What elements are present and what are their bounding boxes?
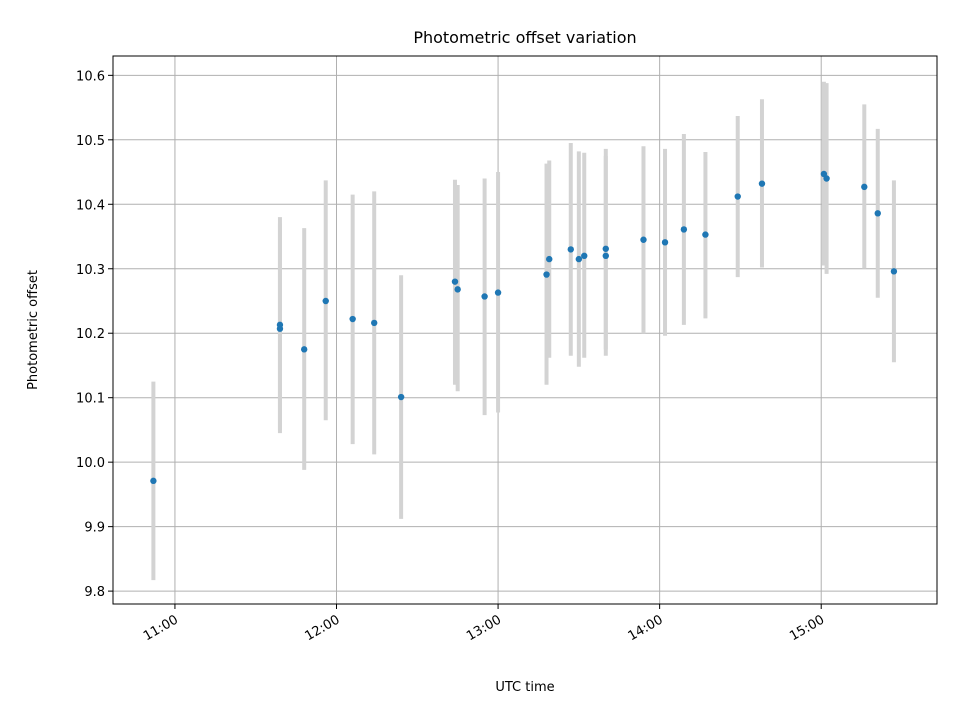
data-point	[371, 319, 378, 327]
x-axis-label: UTC time	[495, 680, 554, 695]
y-tick-label: 10.3	[76, 263, 105, 278]
axes-frame	[112, 55, 938, 605]
data-point	[661, 239, 669, 246]
data-point	[494, 289, 502, 296]
data-point	[702, 231, 709, 238]
data-point	[890, 268, 898, 275]
data-point	[454, 286, 461, 293]
data-point	[546, 255, 553, 263]
data-point	[602, 252, 609, 260]
data-point	[481, 293, 488, 300]
grid	[113, 56, 937, 604]
data-point	[397, 393, 405, 401]
data-point	[823, 175, 830, 182]
y-tick-label: 10.4	[76, 198, 105, 213]
chart-title: Photometric offset variation	[413, 28, 636, 47]
data-point	[861, 183, 868, 191]
data-point	[543, 271, 550, 278]
data-point	[322, 297, 329, 305]
y-tick-label: 9.8	[84, 585, 105, 600]
y-tick-label: 10.6	[76, 69, 105, 84]
data-point	[567, 246, 574, 253]
data-point	[581, 252, 588, 260]
data-points	[150, 170, 898, 485]
data-point	[276, 325, 284, 332]
data-point	[150, 477, 157, 485]
y-tick-label: 10.2	[76, 327, 105, 342]
data-point	[640, 236, 647, 243]
data-point	[300, 346, 308, 353]
data-point	[451, 278, 459, 285]
data-point	[734, 193, 741, 200]
data-point	[758, 180, 766, 187]
data-point	[874, 210, 881, 217]
data-point	[349, 315, 356, 323]
y-axis-label: Photometric offset	[26, 270, 41, 390]
y-tick-label: 10.5	[76, 134, 105, 149]
y-axis-ticks: 9.8 9.9 10.0 10.1 10.2 10.3 10.4 10.5 10.6	[76, 69, 113, 600]
data-point	[575, 255, 583, 263]
y-tick-label: 10.1	[76, 392, 105, 407]
data-point	[602, 245, 609, 252]
y-tick-label: 9.9	[84, 521, 105, 536]
data-point	[680, 226, 688, 233]
y-tick-label: 10.0	[76, 456, 105, 471]
